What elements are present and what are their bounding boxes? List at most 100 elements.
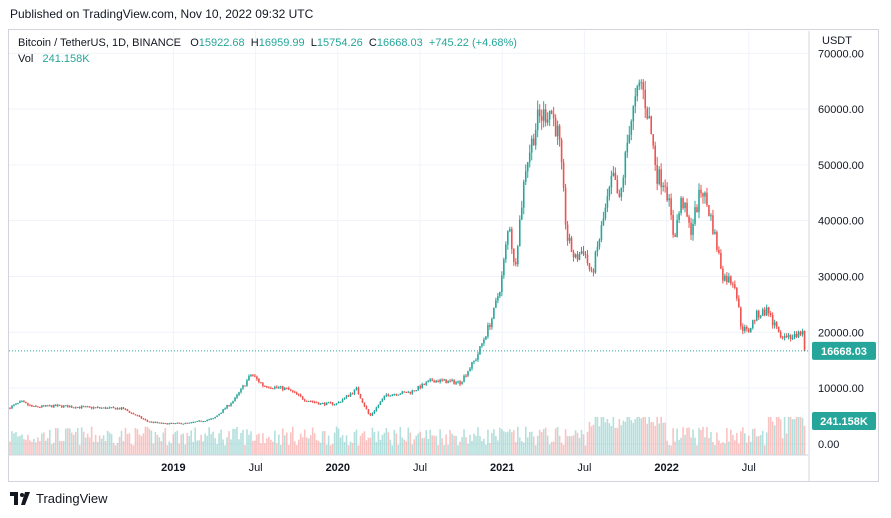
volume-bar xyxy=(144,426,147,455)
volume-value: 241.158K xyxy=(42,53,90,65)
volume-bar xyxy=(276,443,278,455)
volume-bar xyxy=(744,433,746,455)
candle-body xyxy=(33,405,35,407)
tradingview-brand[interactable]: TradingView xyxy=(10,491,108,506)
candle-body xyxy=(612,172,615,177)
candle-body xyxy=(112,407,115,409)
candle-body xyxy=(602,218,605,226)
candle-body xyxy=(323,402,326,406)
volume-bar xyxy=(379,439,382,455)
volume-bar xyxy=(130,444,133,455)
volume-bar xyxy=(660,417,662,455)
volume-bar xyxy=(578,437,581,455)
candle-body xyxy=(309,401,312,403)
volume-bar xyxy=(31,441,33,455)
volume-bar xyxy=(80,427,83,455)
candle-body xyxy=(803,330,806,351)
volume-bar xyxy=(516,426,519,455)
candle-body xyxy=(200,420,202,422)
volume-bar xyxy=(773,425,776,455)
volume-bar xyxy=(636,417,639,455)
candle-body xyxy=(678,213,680,220)
candle-body xyxy=(116,408,119,410)
candle-body xyxy=(652,134,654,146)
candle-body xyxy=(297,394,300,396)
volume-bar xyxy=(600,417,603,455)
candle-body xyxy=(588,263,591,270)
candle-body xyxy=(787,335,790,337)
candle-body xyxy=(337,402,340,404)
volume-bar xyxy=(19,435,21,455)
candle-body xyxy=(706,192,708,206)
candle-body xyxy=(785,335,788,337)
volume-bar xyxy=(437,445,439,455)
volume-bar xyxy=(238,439,240,455)
volume-bar xyxy=(648,417,651,455)
volume-bar xyxy=(554,428,557,455)
candle-body xyxy=(317,402,320,405)
candle-body xyxy=(303,399,306,401)
volume-bar xyxy=(475,435,477,455)
candle-body xyxy=(409,391,412,394)
candle-body xyxy=(624,152,627,178)
candle-body xyxy=(668,198,670,201)
volume-bar xyxy=(299,433,302,455)
volume-bar xyxy=(513,430,515,455)
volume-bar xyxy=(23,439,25,455)
volume-bar xyxy=(337,428,340,455)
candle-body xyxy=(455,382,457,384)
candle-body xyxy=(266,386,268,388)
published-caption: Published on TradingView.com, Nov 10, 20… xyxy=(10,7,314,21)
candle-body xyxy=(204,420,206,422)
close-value: 16668.03 xyxy=(376,37,423,49)
candle-body xyxy=(427,380,429,383)
volume-bar xyxy=(86,433,89,455)
y-tick-label: 20000.00 xyxy=(818,327,864,339)
volume-bar xyxy=(646,423,649,455)
candle-body xyxy=(140,416,143,419)
volume-bar xyxy=(534,445,537,455)
volume-bar xyxy=(700,430,702,455)
y-tick-label: 30000.00 xyxy=(818,271,864,283)
volume-bar xyxy=(88,437,91,455)
volume-bar xyxy=(686,427,688,455)
volume-bar xyxy=(698,427,700,455)
volume-bar xyxy=(272,441,274,455)
volume-bar xyxy=(775,417,778,455)
candle-body xyxy=(397,394,400,396)
candle-body xyxy=(194,421,196,423)
chart-frame xyxy=(8,29,879,482)
volume-bar xyxy=(289,432,292,455)
volume-bar xyxy=(676,428,678,455)
volume-bar xyxy=(72,434,75,455)
volume-bar xyxy=(206,435,208,455)
volume-bar xyxy=(339,437,342,455)
volume-bar xyxy=(194,427,196,455)
volume-bar xyxy=(397,444,400,455)
volume-bar xyxy=(618,419,621,455)
candle-body xyxy=(407,391,410,393)
volume-bar xyxy=(606,419,609,455)
volume-bar xyxy=(532,436,535,455)
candle-body xyxy=(148,421,151,423)
candle-body xyxy=(507,231,509,245)
last-price-label: 16668.03 xyxy=(821,346,867,358)
candle-body xyxy=(268,387,270,389)
volume-bar xyxy=(487,429,489,455)
volume-bar xyxy=(246,429,248,455)
candle-body xyxy=(513,248,515,263)
volume-bar xyxy=(222,439,224,455)
volume-bar xyxy=(112,442,115,455)
candle-body xyxy=(160,422,163,424)
candle-body xyxy=(765,307,768,316)
x-tick-label: Jul xyxy=(742,462,756,474)
volume-bar xyxy=(728,441,730,455)
volume-bar xyxy=(401,437,404,455)
volume-bar xyxy=(53,442,55,455)
candle-body xyxy=(339,401,342,403)
volume-bar xyxy=(224,445,226,455)
volume-bar xyxy=(668,444,670,455)
candle-body xyxy=(64,405,67,407)
volume-bar xyxy=(329,445,332,455)
